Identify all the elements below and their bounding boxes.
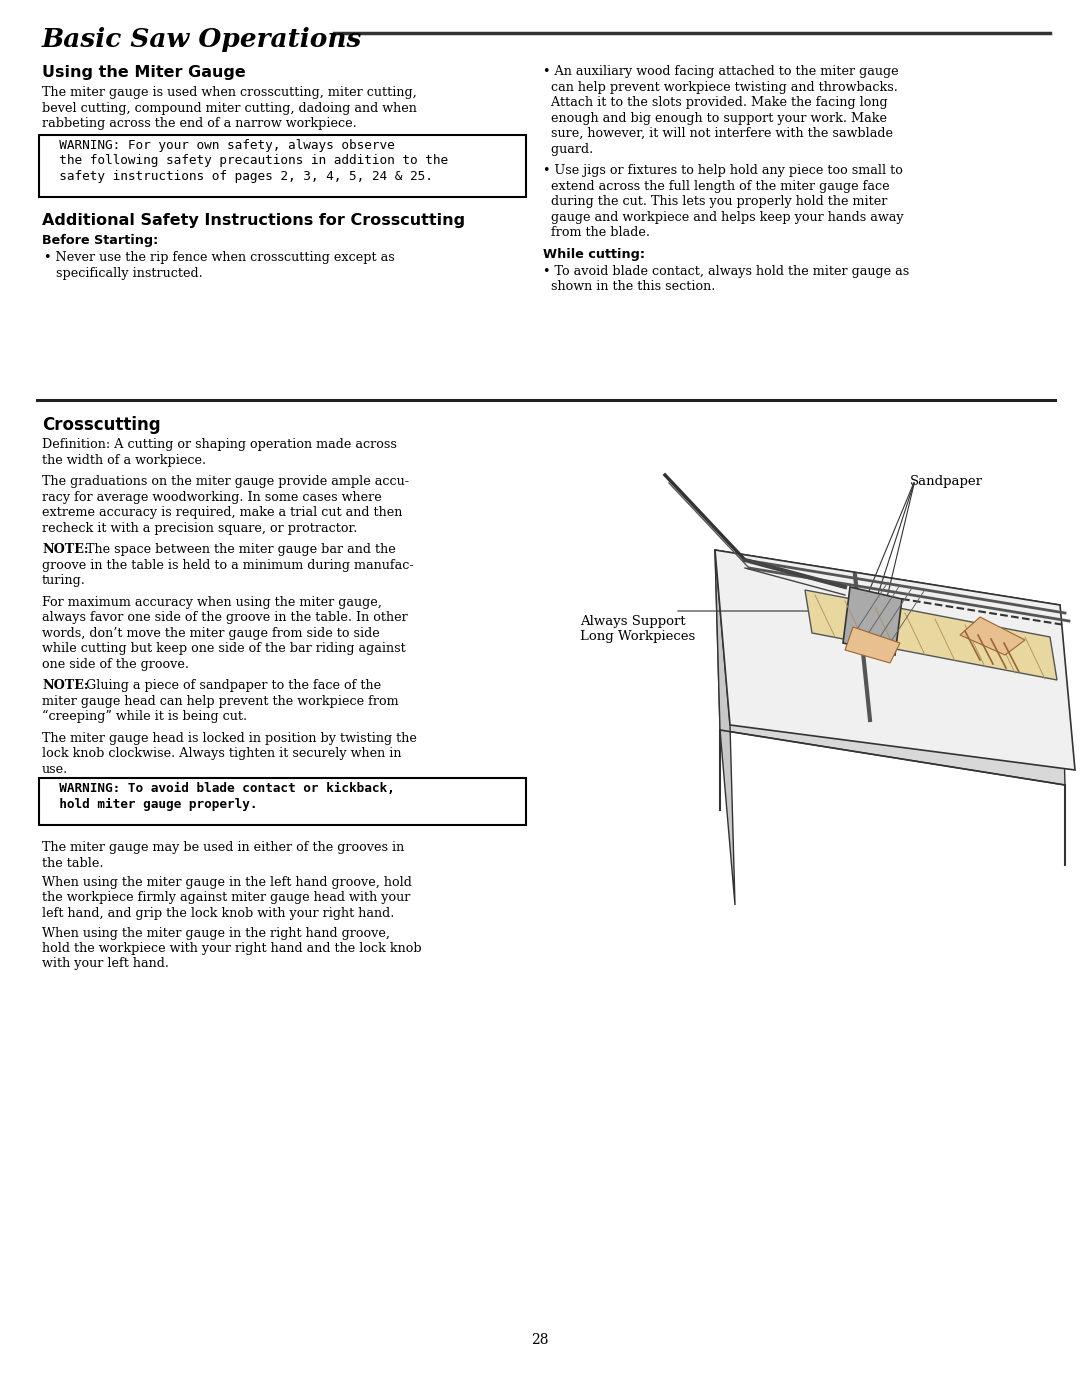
Text: The miter gauge is used when crosscutting, miter cutting,: The miter gauge is used when crosscuttin… (42, 87, 417, 99)
Text: The miter gauge head is locked in position by twisting the: The miter gauge head is locked in positi… (42, 732, 417, 744)
Polygon shape (960, 617, 1025, 654)
Text: one side of the groove.: one side of the groove. (42, 657, 189, 671)
Text: Always Support
Long Workpieces: Always Support Long Workpieces (580, 615, 696, 644)
Text: from the blade.: from the blade. (543, 226, 650, 239)
Text: extreme accuracy is required, make a trial cut and then: extreme accuracy is required, make a tri… (42, 506, 403, 518)
Text: Attach it to the slots provided. Make the facing long: Attach it to the slots provided. Make th… (543, 96, 888, 109)
Text: • Use jigs or fixtures to help hold any piece too small to: • Use jigs or fixtures to help hold any … (543, 164, 903, 177)
Text: the workpiece firmly against miter gauge head with your: the workpiece firmly against miter gauge… (42, 891, 410, 905)
Text: NOTE:: NOTE: (42, 679, 89, 692)
Text: Basic Saw Operations: Basic Saw Operations (42, 28, 363, 52)
Text: gauge and workpiece and helps keep your hands away: gauge and workpiece and helps keep your … (543, 210, 904, 224)
Text: Using the Miter Gauge: Using the Miter Gauge (42, 65, 246, 80)
Polygon shape (715, 550, 735, 905)
Text: Crosscutting: Crosscutting (42, 417, 161, 434)
Text: • To avoid blade contact, always hold the miter gauge as: • To avoid blade contact, always hold th… (543, 264, 909, 278)
Text: • An auxiliary wood facing attached to the miter gauge: • An auxiliary wood facing attached to t… (543, 65, 899, 78)
Polygon shape (845, 627, 900, 663)
Polygon shape (805, 590, 1057, 681)
Text: Gluing a piece of sandpaper to the face of the: Gluing a piece of sandpaper to the face … (82, 679, 381, 692)
Text: groove in the table is held to a minimum during manufac-: groove in the table is held to a minimum… (42, 558, 414, 572)
Text: Sandpaper: Sandpaper (910, 474, 983, 488)
Text: racy for average woodworking. In some cases where: racy for average woodworking. In some ca… (42, 491, 381, 503)
Text: NOTE:: NOTE: (42, 543, 89, 556)
FancyBboxPatch shape (39, 778, 526, 825)
Text: safety instructions of pages 2, 3, 4, 5, 24 & 25.: safety instructions of pages 2, 3, 4, 5,… (44, 169, 433, 183)
Polygon shape (715, 550, 1075, 770)
Text: “creeping” while it is being cut.: “creeping” while it is being cut. (42, 710, 247, 723)
Text: The space between the miter gauge bar and the: The space between the miter gauge bar an… (82, 543, 395, 556)
Text: always favor one side of the groove in the table. In other: always favor one side of the groove in t… (42, 610, 408, 624)
FancyBboxPatch shape (39, 135, 526, 197)
Text: WARNING: For your own safety, always observe: WARNING: For your own safety, always obs… (44, 139, 395, 151)
Text: recheck it with a precision square, or protractor.: recheck it with a precision square, or p… (42, 521, 357, 535)
Polygon shape (715, 550, 1065, 785)
Text: The graduations on the miter gauge provide ample accu-: The graduations on the miter gauge provi… (42, 474, 409, 488)
Text: When using the miter gauge in the left hand groove, hold: When using the miter gauge in the left h… (42, 876, 411, 890)
Text: rabbeting across the end of a narrow workpiece.: rabbeting across the end of a narrow wor… (42, 117, 356, 131)
Text: while cutting but keep one side of the bar riding against: while cutting but keep one side of the b… (42, 642, 406, 654)
Text: use.: use. (42, 763, 68, 776)
Text: For maximum accuracy when using the miter gauge,: For maximum accuracy when using the mite… (42, 595, 382, 609)
Text: extend across the full length of the miter gauge face: extend across the full length of the mit… (543, 180, 890, 192)
Text: the width of a workpiece.: the width of a workpiece. (42, 454, 206, 466)
Text: shown in the this section.: shown in the this section. (543, 280, 715, 293)
Text: • Never use the rip fence when crosscutting except as: • Never use the rip fence when crosscutt… (44, 252, 395, 264)
Text: bevel cutting, compound miter cutting, dadoing and when: bevel cutting, compound miter cutting, d… (42, 102, 417, 114)
Text: the table.: the table. (42, 857, 104, 869)
Text: 28: 28 (531, 1332, 549, 1348)
Polygon shape (843, 587, 902, 654)
Text: Definition: A cutting or shaping operation made across: Definition: A cutting or shaping operati… (42, 439, 396, 451)
Text: Additional Safety Instructions for Crosscutting: Additional Safety Instructions for Cross… (42, 213, 465, 228)
Text: left hand, and grip the lock knob with your right hand.: left hand, and grip the lock knob with y… (42, 908, 394, 920)
Text: WARNING: To avoid blade contact or kickback,: WARNING: To avoid blade contact or kickb… (44, 782, 395, 795)
Text: enough and big enough to support your work. Make: enough and big enough to support your wo… (543, 111, 887, 125)
Text: miter gauge head can help prevent the workpiece from: miter gauge head can help prevent the wo… (42, 694, 399, 708)
Text: While cutting:: While cutting: (543, 248, 645, 260)
Text: When using the miter gauge in the right hand groove,: When using the miter gauge in the right … (42, 927, 390, 939)
Text: hold miter gauge properly.: hold miter gauge properly. (44, 798, 257, 811)
Text: hold the workpiece with your right hand and the lock knob: hold the workpiece with your right hand … (42, 942, 421, 956)
Text: the following safety precautions in addition to the: the following safety precautions in addi… (44, 154, 448, 166)
Text: during the cut. This lets you properly hold the miter: during the cut. This lets you properly h… (543, 195, 888, 208)
Text: turing.: turing. (42, 573, 86, 587)
Text: guard.: guard. (543, 143, 593, 155)
Text: The miter gauge may be used in either of the grooves in: The miter gauge may be used in either of… (42, 842, 404, 854)
Text: with your left hand.: with your left hand. (42, 957, 168, 971)
Text: sure, however, it will not interfere with the sawblade: sure, however, it will not interfere wit… (543, 126, 893, 140)
Text: lock knob clockwise. Always tighten it securely when in: lock knob clockwise. Always tighten it s… (42, 747, 402, 760)
Text: words, don’t move the miter gauge from side to side: words, don’t move the miter gauge from s… (42, 627, 380, 639)
Text: specifically instructed.: specifically instructed. (44, 267, 203, 279)
Text: Before Starting:: Before Starting: (42, 234, 159, 248)
Text: can help prevent workpiece twisting and throwbacks.: can help prevent workpiece twisting and … (543, 81, 897, 94)
